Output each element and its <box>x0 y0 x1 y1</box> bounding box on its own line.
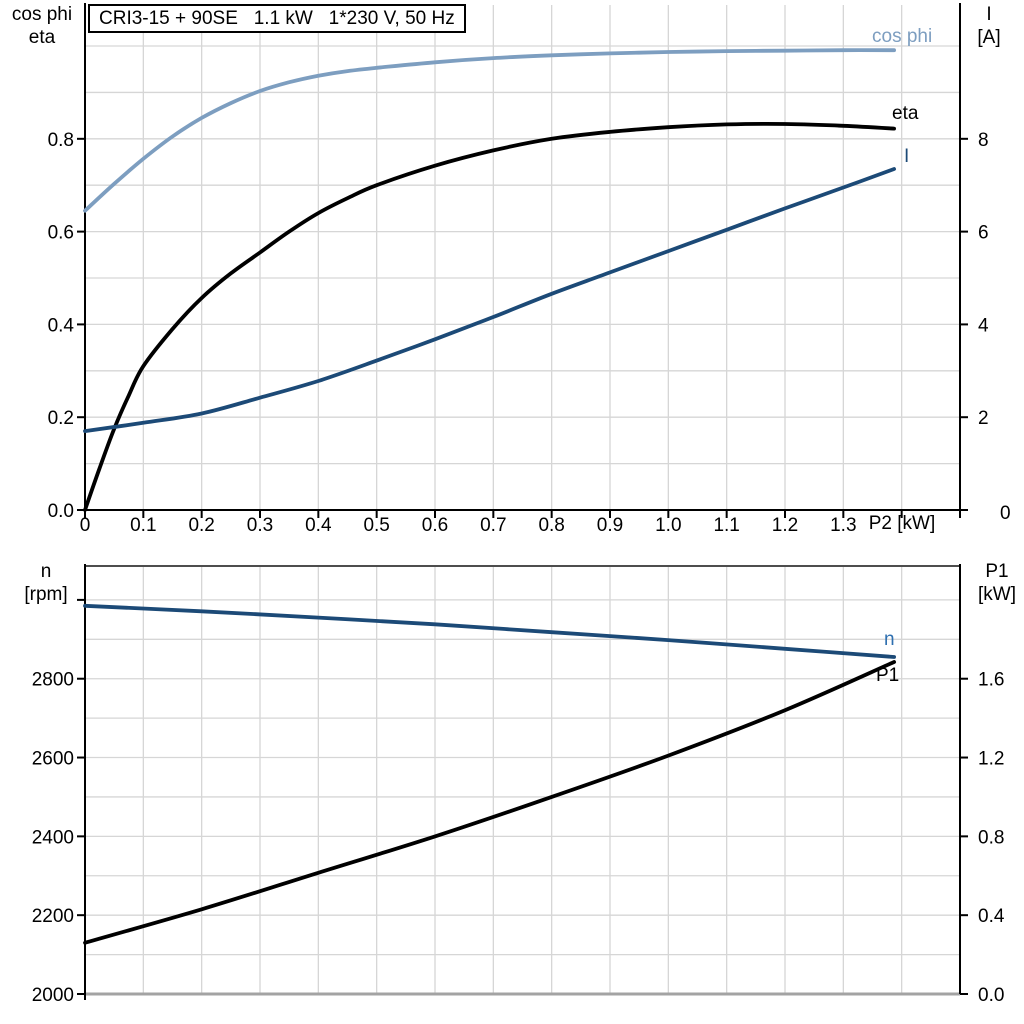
left-tick-label: 2400 <box>32 827 74 848</box>
left-axis-title-cos-phi: cos phi <box>11 4 73 25</box>
right-tick-label: 8 <box>978 130 989 151</box>
x-axis-label-p2: P2 [kW] <box>868 513 936 534</box>
left-tick-label: 2600 <box>32 749 74 770</box>
left-tick-label: 2200 <box>32 906 74 927</box>
x-tick-label: 0.8 <box>538 515 564 536</box>
right-axis-title-current: I <box>986 4 992 25</box>
right-tick-label: 0.8 <box>978 827 1004 848</box>
right-tick-label: 2 <box>978 408 989 429</box>
curve-cos-phi <box>83 48 896 213</box>
left-tick-label: 2000 <box>32 985 74 1006</box>
curve-label-cos-phi: cos phi <box>872 26 933 47</box>
x-tick-label: 1.3 <box>830 515 856 536</box>
curve-i <box>83 167 896 434</box>
x-tick-label: 0.1 <box>130 515 156 536</box>
curve-label-eta: eta <box>892 103 919 124</box>
x-tick-label: 0.2 <box>188 515 214 536</box>
x-tick-label: 1.0 <box>655 515 681 536</box>
x-tick-label: 0.9 <box>597 515 623 536</box>
right-tick-label: 0 <box>1000 503 1011 524</box>
curve-p1 <box>83 660 896 945</box>
x-tick-label: 0 <box>80 515 91 536</box>
right-tick-label: 0.4 <box>978 906 1005 927</box>
right-tick-label: 6 <box>978 223 989 244</box>
curve-label-current: I <box>904 146 910 167</box>
left-tick-label: 0.6 <box>48 223 74 244</box>
curve-label-speed: n <box>884 629 895 650</box>
left-tick-label: 0.4 <box>48 315 75 336</box>
right-tick-label: 0.0 <box>978 985 1004 1006</box>
right-tick-label: 4 <box>978 315 989 336</box>
left-tick-label: 0.0 <box>48 501 74 522</box>
curve-label-p1: P1 <box>876 665 900 686</box>
x-tick-label: 0.7 <box>480 515 506 536</box>
right-axis-title-kw-unit: [kW] <box>978 584 1016 605</box>
chart-title-box: CRI3-15 + 90SE 1.1 kW 1*230 V, 50 Hz <box>88 4 466 33</box>
left-axis-title-eta: eta <box>28 27 56 48</box>
x-tick-label: 0.5 <box>363 515 389 536</box>
left-axis-title-rpm-unit: [rpm] <box>24 584 68 605</box>
curve-eta <box>83 121 896 512</box>
right-tick-label: 1.6 <box>978 670 1004 691</box>
x-tick-label: 0.3 <box>247 515 273 536</box>
x-tick-label: 1.1 <box>713 515 739 536</box>
left-tick-label: 0.2 <box>48 408 74 429</box>
x-tick-label: 0.4 <box>305 515 332 536</box>
left-axis-title-speed: n <box>40 561 52 582</box>
right-axis-title-p1: P1 <box>985 561 1009 582</box>
left-tick-label: 0.8 <box>48 130 74 151</box>
right-tick-label: 1.2 <box>978 749 1004 770</box>
x-tick-label: 1.2 <box>772 515 798 536</box>
right-axis-title-ampere-unit: [A] <box>977 27 1001 48</box>
curve-n <box>83 603 896 659</box>
x-tick-label: 0.6 <box>422 515 448 536</box>
left-tick-label: 2800 <box>32 670 74 691</box>
